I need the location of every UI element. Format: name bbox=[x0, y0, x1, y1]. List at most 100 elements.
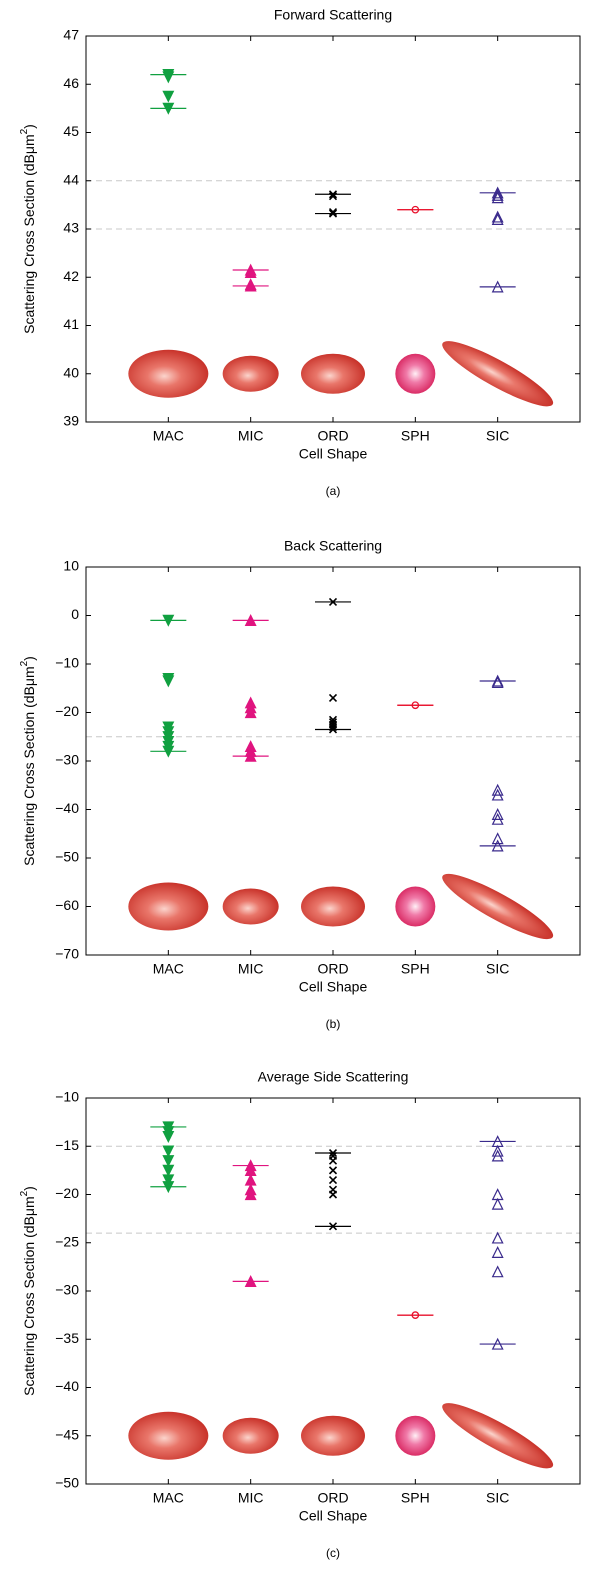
chart-title: Average Side Scattering bbox=[258, 1069, 409, 1085]
data-point bbox=[491, 1197, 504, 1210]
data-point bbox=[491, 832, 504, 845]
data-point bbox=[244, 749, 257, 762]
y-tick-label: −60 bbox=[55, 897, 79, 913]
cell-shape bbox=[395, 886, 436, 927]
x-tick-label: MAC bbox=[153, 428, 184, 444]
y-tick-label: −25 bbox=[55, 1233, 79, 1249]
y-axis-label-text: Scattering Cross Section (dBμm bbox=[21, 1196, 37, 1395]
x-tick-label: ORD bbox=[317, 961, 348, 977]
y-axis-label-text: Scattering Cross Section (dBμm bbox=[21, 666, 37, 865]
data-point bbox=[328, 725, 338, 734]
data-point bbox=[328, 209, 338, 218]
data-point bbox=[162, 614, 175, 627]
y-tick-label: −10 bbox=[55, 1089, 79, 1105]
cell-shape bbox=[128, 882, 209, 931]
data-point bbox=[491, 1337, 504, 1350]
cell-shape bbox=[301, 886, 365, 927]
y-tick-label: −20 bbox=[55, 703, 79, 719]
x-tick-label: SIC bbox=[486, 428, 509, 444]
data-point bbox=[328, 1156, 338, 1165]
data-point bbox=[162, 675, 175, 688]
data-point bbox=[244, 1188, 257, 1201]
y-tick-label: 45 bbox=[63, 123, 79, 139]
cell-shape bbox=[301, 1415, 365, 1456]
x-axis-label: Cell Shape bbox=[299, 1508, 368, 1524]
y-tick-label: −15 bbox=[55, 1137, 79, 1153]
cell-shape bbox=[222, 355, 279, 392]
x-tick-label: SIC bbox=[486, 1490, 509, 1506]
x-tick-label: SPH bbox=[401, 961, 430, 977]
x-tick-label: MIC bbox=[238, 961, 264, 977]
data-point bbox=[328, 1222, 338, 1231]
y-axis-label-sup: 2 bbox=[19, 660, 30, 666]
y-tick-label: 41 bbox=[63, 316, 79, 332]
data-point bbox=[162, 1145, 175, 1158]
y-axis-label: Scattering Cross Section (dBμm2) bbox=[19, 124, 37, 334]
data-point bbox=[491, 1265, 504, 1278]
data-point bbox=[162, 90, 175, 103]
data-point bbox=[491, 186, 504, 199]
data-point bbox=[162, 745, 175, 758]
cell-shape bbox=[442, 1403, 554, 1469]
chart-title: Back Scattering bbox=[284, 538, 382, 554]
data-point bbox=[491, 280, 504, 293]
data-point bbox=[491, 1246, 504, 1258]
y-axis-label-end: ) bbox=[21, 1186, 37, 1191]
y-tick-label: 46 bbox=[63, 75, 79, 91]
data-point bbox=[162, 71, 175, 84]
y-tick-label: 47 bbox=[63, 27, 79, 43]
y-tick-label: 43 bbox=[63, 220, 79, 236]
y-tick-label: −40 bbox=[55, 1378, 79, 1394]
x-tick-label: SPH bbox=[401, 428, 430, 444]
x-axis-label: Cell Shape bbox=[299, 979, 368, 995]
data-point bbox=[491, 213, 504, 225]
data-point bbox=[328, 597, 338, 606]
y-tick-label: 44 bbox=[63, 171, 79, 187]
y-axis-label-end: ) bbox=[21, 124, 37, 129]
caption: (c) bbox=[326, 1546, 340, 1560]
data-point bbox=[328, 192, 338, 201]
y-tick-label: −40 bbox=[55, 800, 79, 816]
data-point bbox=[328, 208, 338, 217]
data-point bbox=[328, 1175, 338, 1185]
data-point bbox=[491, 839, 504, 852]
y-tick-label: 42 bbox=[63, 268, 79, 284]
cell-shape bbox=[128, 349, 209, 398]
cell-shape bbox=[442, 341, 554, 407]
x-tick-label: ORD bbox=[317, 1490, 348, 1506]
data-point bbox=[411, 205, 420, 214]
cell-shape bbox=[301, 353, 365, 394]
data-point bbox=[244, 1275, 257, 1287]
data-point bbox=[491, 188, 504, 201]
y-tick-label: 40 bbox=[63, 364, 79, 380]
y-tick-label: −50 bbox=[55, 1475, 79, 1491]
data-point bbox=[328, 1166, 338, 1175]
cell-shape bbox=[222, 888, 279, 925]
data-point bbox=[491, 788, 504, 801]
y-tick-label: −45 bbox=[55, 1426, 79, 1442]
data-point bbox=[162, 1181, 175, 1194]
data-point bbox=[162, 1155, 175, 1168]
cell-shape bbox=[442, 873, 554, 940]
data-point bbox=[328, 1190, 338, 1199]
data-point bbox=[491, 676, 504, 689]
data-point bbox=[244, 706, 257, 719]
data-point bbox=[328, 1148, 338, 1158]
caption: (a) bbox=[326, 484, 341, 498]
data-point bbox=[491, 210, 504, 223]
data-point bbox=[162, 1164, 175, 1177]
y-tick-label: −35 bbox=[55, 1330, 79, 1346]
y-tick-label: −10 bbox=[55, 655, 79, 671]
data-point bbox=[491, 1149, 504, 1162]
x-tick-label: SPH bbox=[401, 1490, 430, 1506]
data-point bbox=[244, 279, 257, 292]
data-point bbox=[491, 674, 504, 687]
x-axis-label: Cell Shape bbox=[299, 446, 368, 462]
x-tick-label: MAC bbox=[153, 1490, 184, 1506]
data-point bbox=[328, 693, 338, 703]
y-tick-label: −20 bbox=[55, 1185, 79, 1201]
y-axis-label: Scattering Cross Section (dBμm2) bbox=[19, 1186, 37, 1396]
y-tick-label: −70 bbox=[55, 946, 79, 962]
cell-shape bbox=[395, 1415, 436, 1456]
